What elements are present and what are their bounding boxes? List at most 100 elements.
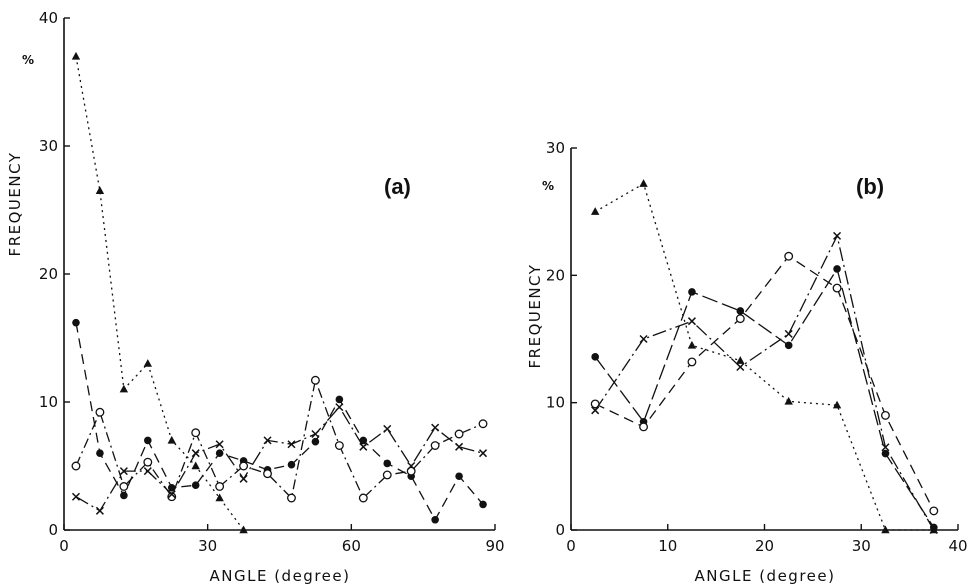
data-point-cross xyxy=(929,525,938,535)
data-point-cross xyxy=(215,440,224,449)
data-point-filled-circle xyxy=(359,436,368,445)
y-tick-label: 0 xyxy=(555,521,565,539)
data-point-cross xyxy=(119,467,128,476)
data-point-cross xyxy=(191,449,200,458)
data-point-open-circle xyxy=(239,461,249,471)
data-point-triangle xyxy=(167,435,176,444)
data-point-triangle xyxy=(191,461,200,470)
data-point-open-circle xyxy=(191,428,201,438)
data-point-cross xyxy=(687,317,696,326)
data-point-cross xyxy=(167,490,176,499)
data-point-open-circle xyxy=(167,492,177,502)
series-line-triangle xyxy=(75,56,245,531)
data-point-cross xyxy=(335,403,344,412)
data-point-open-circle xyxy=(929,506,939,516)
x-tick-label: 10 xyxy=(658,537,677,555)
data-point-triangle xyxy=(143,359,153,367)
data-point-open-circle xyxy=(430,441,440,450)
y-axis-label: FREQUENCY xyxy=(6,152,24,257)
data-point-open-circle xyxy=(215,482,225,491)
data-point-triangle xyxy=(639,179,648,187)
data-point-open-circle xyxy=(880,410,890,420)
data-point-filled-circle xyxy=(688,288,696,296)
data-point-filled-circle xyxy=(120,491,128,500)
data-point-triangle xyxy=(784,396,793,405)
data-point-filled-circle xyxy=(311,437,320,446)
data-point-filled-circle xyxy=(72,318,80,327)
x-tick-label: 0 xyxy=(566,537,576,555)
data-point-triangle xyxy=(687,340,697,349)
data-point-open-circle xyxy=(832,283,842,293)
data-point-filled-circle xyxy=(335,395,344,404)
y-tick-label: 10 xyxy=(39,393,58,411)
data-point-triangle xyxy=(215,493,224,502)
data-point-cross xyxy=(881,443,890,452)
data-point-triangle xyxy=(119,384,129,393)
data-point-filled-circle xyxy=(784,341,793,350)
x-tick-label: 20 xyxy=(755,537,774,555)
data-point-open-circle xyxy=(310,375,320,385)
data-point-cross xyxy=(736,362,745,372)
series-line-cross xyxy=(594,233,935,531)
y-axis-label: FREQUENCY xyxy=(526,264,544,369)
series-line-triangle xyxy=(594,182,934,531)
y-tick-label: 20 xyxy=(39,265,58,283)
y-unit-label: % xyxy=(542,179,554,193)
data-point-cross xyxy=(359,442,368,451)
data-point-open-circle xyxy=(71,461,81,471)
data-point-filled-circle xyxy=(215,449,224,458)
data-point-open-circle xyxy=(382,470,392,480)
data-point-cross xyxy=(143,467,152,476)
data-point-cross xyxy=(407,461,416,471)
data-point-open-circle xyxy=(735,314,745,324)
y-tick-label: 0 xyxy=(48,521,58,539)
data-point-cross xyxy=(263,436,272,445)
series-line-filled-circle xyxy=(594,267,935,528)
data-point-filled-circle xyxy=(167,483,176,492)
data-point-open-circle xyxy=(119,482,129,491)
x-tick-label: 60 xyxy=(342,537,361,555)
data-point-cross xyxy=(383,424,392,433)
data-point-triangle xyxy=(71,51,81,60)
data-point-filled-circle xyxy=(287,460,296,469)
data-point-filled-circle xyxy=(383,459,392,468)
data-point-open-circle xyxy=(687,357,697,367)
data-point-cross xyxy=(95,506,104,515)
series-line-filled-circle xyxy=(75,322,484,522)
data-point-filled-circle xyxy=(144,436,152,445)
data-point-cross xyxy=(833,231,842,240)
data-point-open-circle xyxy=(478,419,488,429)
data-point-filled-circle xyxy=(736,307,745,315)
y-tick-label: 20 xyxy=(546,266,565,284)
x-tick-label: 30 xyxy=(198,537,217,555)
data-point-filled-circle xyxy=(96,449,104,458)
x-tick-label: 30 xyxy=(852,537,871,555)
data-point-filled-circle xyxy=(455,472,463,481)
x-tick-label: 90 xyxy=(485,537,504,555)
data-point-cross xyxy=(311,429,320,439)
data-point-triangle xyxy=(95,186,105,194)
data-point-cross xyxy=(287,440,296,449)
panel-label: (a) xyxy=(384,174,411,199)
data-point-cross xyxy=(784,329,793,338)
data-point-cross xyxy=(639,334,648,344)
data-point-triangle xyxy=(736,356,745,364)
data-point-open-circle xyxy=(143,457,153,467)
data-point-open-circle xyxy=(406,466,416,476)
data-point-open-circle xyxy=(639,422,649,432)
panel-label: (b) xyxy=(856,174,884,199)
data-point-open-circle xyxy=(334,441,344,450)
series-line-open-circle xyxy=(594,255,935,512)
y-tick-label: 40 xyxy=(39,9,58,27)
data-point-cross xyxy=(71,492,81,501)
data-point-triangle xyxy=(590,207,600,215)
series-line-open-circle xyxy=(75,377,484,500)
y-unit-label: % xyxy=(22,53,34,67)
data-point-open-circle xyxy=(287,493,296,503)
data-point-triangle xyxy=(881,525,890,534)
x-axis-label: ANGLE (degree) xyxy=(695,567,836,584)
data-point-cross xyxy=(478,449,488,458)
data-point-open-circle xyxy=(454,429,464,439)
data-point-filled-circle xyxy=(881,449,890,458)
